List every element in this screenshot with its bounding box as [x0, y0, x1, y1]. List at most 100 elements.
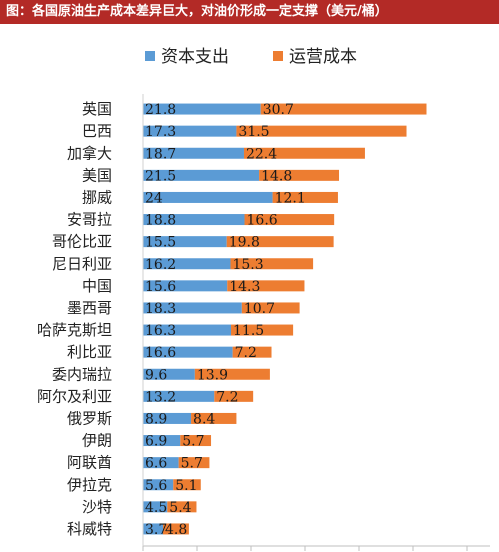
category-label: 安哥拉	[67, 211, 112, 229]
data-label-opex: 5.7	[181, 456, 203, 472]
data-label-opex: 14.3	[229, 279, 260, 295]
category-label: 巴西	[82, 122, 112, 140]
bar-segment-capex	[143, 523, 163, 535]
data-label-opex: 30.7	[263, 102, 294, 118]
value-labels: 21.8 30.7 17.3 31.5 18.7 22.4 21.5 14.8 24 12.1 18…	[145, 102, 306, 538]
bar-segment-opex	[194, 368, 270, 380]
data-label-capex: 18.3	[145, 301, 176, 317]
data-label-opex: 5.4	[169, 500, 191, 516]
bar-segment-opex	[231, 324, 294, 336]
data-label-opex: 31.5	[238, 124, 269, 140]
category-label: 挪威	[82, 188, 112, 206]
bar-segment-capex	[143, 169, 260, 181]
data-label-opex: 5.1	[175, 478, 197, 494]
category-label: 墨西哥	[67, 299, 112, 317]
category-label: 阿尔及利亚	[37, 387, 112, 405]
bar-segment-opex	[243, 147, 365, 159]
category-label: 俄罗斯	[67, 409, 112, 427]
data-label-opex: 15.3	[232, 257, 263, 273]
bar-segment-capex	[143, 302, 242, 314]
bar-segment-capex	[143, 346, 233, 358]
category-label: 加拿大	[67, 144, 112, 162]
bar-segment-opex	[232, 346, 272, 358]
legend: 资本支出 运营成本	[145, 47, 357, 67]
bar-segment-opex	[236, 125, 407, 137]
bar-segment-capex	[143, 236, 227, 248]
legend-label-0: 资本支出	[161, 47, 229, 67]
data-label-capex: 18.8	[145, 213, 176, 229]
data-label-capex: 16.6	[145, 345, 176, 361]
bar-segment-opex	[178, 457, 210, 469]
bar-segment-opex	[214, 390, 254, 402]
category-labels: 英国巴西加拿大美国挪威安哥拉哥伦比亚尼日利亚中国墨西哥哈萨克斯坦利比亚委内瑞拉阿…	[37, 100, 112, 538]
data-label-opex: 12.1	[275, 190, 306, 206]
category-label: 科威特	[67, 520, 112, 538]
category-label: 利比亚	[67, 343, 112, 361]
data-label-capex: 17.3	[145, 124, 176, 140]
data-label-capex: 4.5	[145, 500, 167, 516]
data-label-opex: 19.8	[229, 235, 260, 251]
bar-segment-opex	[244, 214, 335, 226]
data-label-opex: 5.7	[182, 434, 204, 450]
data-label-capex: 9.6	[145, 367, 167, 383]
bar-segment-opex	[162, 523, 189, 535]
category-label: 阿联酋	[67, 454, 112, 472]
category-label: 沙特	[82, 498, 112, 516]
data-label-opex: 7.2	[235, 345, 257, 361]
bar-segment-capex	[143, 191, 273, 203]
bar-segment-capex	[143, 147, 244, 159]
bar-segment-opex	[226, 236, 334, 248]
bar-segment-capex	[143, 214, 245, 226]
data-label-opex: 16.6	[247, 213, 278, 229]
category-label: 伊朗	[82, 432, 112, 450]
data-label-capex: 16.2	[145, 257, 176, 273]
bar-segment-opex	[241, 302, 300, 314]
bar-segment-opex	[259, 169, 340, 181]
data-label-opex: 10.7	[244, 301, 275, 317]
stacked-bar-chart: 资本支出 运营成本 英国巴西加拿大美国挪威安哥拉哥伦比亚尼日利亚中国墨西哥哈萨克斯…	[37, 47, 490, 551]
bar-segment-capex	[143, 479, 174, 491]
bar-segment-opex	[230, 258, 314, 270]
legend-swatch-0	[145, 51, 155, 61]
bar-segment-capex	[143, 390, 215, 402]
bar-segment-capex	[143, 103, 261, 115]
bar-segment-opex	[180, 435, 212, 447]
category-label: 哈萨克斯坦	[37, 321, 112, 339]
category-label: 中国	[82, 277, 112, 295]
bar-segment-capex	[143, 501, 168, 513]
data-label-opex: 11.5	[233, 323, 264, 339]
x-axis	[142, 94, 490, 551]
legend-label-1: 运营成本	[289, 47, 357, 67]
category-label: 英国	[82, 100, 112, 118]
category-label: 美国	[82, 166, 112, 184]
data-label-opex: 8.4	[193, 411, 215, 427]
data-label-capex: 21.5	[145, 168, 176, 184]
data-label-capex: 8.9	[145, 411, 167, 427]
bar-segment-capex	[143, 435, 181, 447]
data-label-capex: 15.5	[145, 235, 176, 251]
data-label-capex: 24	[145, 190, 163, 206]
bar-segment-opex	[173, 479, 201, 491]
data-label-capex: 6.6	[145, 456, 167, 472]
category-label: 哥伦比亚	[52, 233, 112, 251]
data-label-capex: 13.2	[145, 389, 176, 405]
bar-segment-capex	[143, 324, 232, 336]
bar-segment-opex	[167, 501, 197, 513]
data-label-capex: 6.9	[145, 434, 167, 450]
data-label-capex: 16.3	[145, 323, 176, 339]
bar-segment-capex	[143, 125, 237, 137]
data-label-opex: 13.9	[197, 367, 228, 383]
category-label: 伊拉克	[67, 476, 112, 494]
bar-segment-opex	[260, 103, 427, 115]
data-label-opex: 14.8	[261, 168, 292, 184]
bar-segment-capex	[143, 368, 195, 380]
bar-segment-capex	[143, 280, 228, 292]
data-label-opex: 22.4	[246, 146, 277, 162]
data-label-capex: 15.6	[145, 279, 176, 295]
chart-title: 图：各国原油生产成本差异巨大，对油价形成一定支撑（美元/桶）	[0, 0, 499, 24]
bar-segment-opex	[191, 412, 237, 424]
legend-swatch-1	[273, 51, 283, 61]
bar-segment-opex	[227, 280, 305, 292]
data-label-capex: 3.7	[145, 522, 167, 538]
data-label-capex: 18.7	[145, 146, 176, 162]
